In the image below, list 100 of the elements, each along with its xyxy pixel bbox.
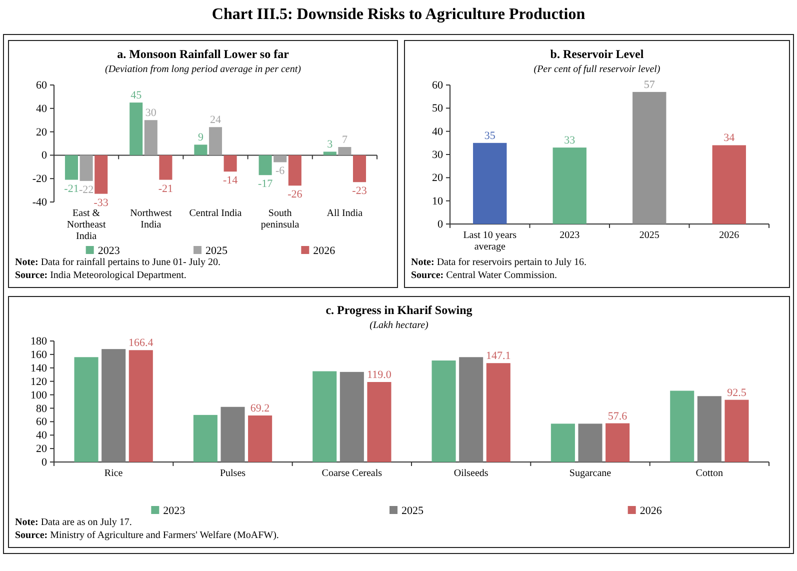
data-label: 35 xyxy=(484,130,496,142)
data-label: -26 xyxy=(288,188,303,201)
bar xyxy=(473,142,507,224)
bar xyxy=(288,155,302,186)
x-tick-label: South peninsula xyxy=(260,208,300,230)
x-tick-label: Central India xyxy=(189,208,242,219)
bar xyxy=(578,424,602,462)
data-label: 119.0 xyxy=(367,369,392,382)
bar xyxy=(550,424,575,462)
y-tick-label: 140 xyxy=(30,362,48,374)
data-label: 166.4 xyxy=(128,337,154,350)
text: Note: Data for rainfall pertains to June 01- July 20. xyxy=(15,257,221,268)
data-label: -23 xyxy=(352,185,368,198)
text: Chart III.5: Downside Risks to Agriculture Production xyxy=(210,6,586,24)
source-note: Source: Central Water Commission. xyxy=(411,270,558,281)
bar xyxy=(194,144,208,156)
bar xyxy=(74,357,98,462)
bar xyxy=(486,363,510,462)
data-label: 69.2 xyxy=(250,402,270,414)
bar xyxy=(552,148,586,224)
bar xyxy=(323,152,336,156)
bar xyxy=(102,349,126,462)
data-label: 57 xyxy=(644,78,656,91)
y-tick-label: 60 xyxy=(432,80,444,92)
y-tick-label: -20 xyxy=(32,173,48,186)
bar xyxy=(64,155,78,180)
y-tick-label: 50 xyxy=(432,102,444,115)
y-tick-label: 80 xyxy=(36,402,48,415)
x-tick-label: Northwest India xyxy=(130,208,172,230)
bar xyxy=(338,147,352,156)
chart-subtitle: (Per cent of full reservoir level) xyxy=(534,64,661,75)
x-tick-label: Cotton xyxy=(696,468,724,479)
y-tick-label: 30 xyxy=(432,149,444,162)
x-tick-label: Pulses xyxy=(220,468,246,479)
x-tick-label: All India xyxy=(326,208,364,219)
chart-subtitle: (Lakh hectare) xyxy=(370,320,430,331)
y-tick-label: 100 xyxy=(30,389,48,402)
data-label: -17 xyxy=(258,178,274,190)
data-label: -22 xyxy=(78,184,94,196)
chart-title: a. Monsoon Rainfall Lower so far xyxy=(117,47,290,61)
y-tick-label: 40 xyxy=(432,126,444,138)
bar xyxy=(712,145,746,224)
chart-title: c. Progress in Kharif Sowing xyxy=(326,303,472,317)
data-label: -6 xyxy=(276,165,286,178)
legend-label: 2025 xyxy=(206,245,228,257)
y-tick-label: 60 xyxy=(36,80,48,92)
bar xyxy=(128,350,153,462)
source-note: Source: Ministry of Agriculture and Farmers' Welfare (MoAFW). xyxy=(15,530,279,541)
data-label: -14 xyxy=(222,174,238,187)
data-label: 34 xyxy=(724,132,736,144)
bar xyxy=(193,414,218,462)
text: Note: Data for reservoirs pertain to July 16. xyxy=(411,257,587,268)
data-label: -21 xyxy=(64,182,79,195)
bar xyxy=(697,396,722,462)
data-label: 92.5 xyxy=(727,386,747,399)
x-tick-label: Sugarcane xyxy=(569,468,612,479)
x-tick-label: Rice xyxy=(104,468,124,479)
text: Note: Data are as on July 17. xyxy=(15,517,132,528)
data-label: -21 xyxy=(158,182,174,195)
x-tick-label: Oilseeds xyxy=(454,468,488,479)
y-tick-label: 40 xyxy=(36,102,48,115)
x-tick-label: Last 10 years average xyxy=(463,230,517,252)
y-tick-label: -40 xyxy=(32,196,48,209)
data-label: 24 xyxy=(210,114,222,126)
bar xyxy=(724,400,749,462)
bar xyxy=(208,127,222,156)
x-tick-label: 2023 xyxy=(560,230,580,241)
bar xyxy=(94,155,108,194)
bar xyxy=(248,415,272,462)
x-tick-label: 2025 xyxy=(639,230,660,241)
y-tick-label: 40 xyxy=(36,430,48,442)
legend-label: 2026 xyxy=(313,245,336,257)
data-label: 7 xyxy=(342,134,348,146)
chart-subtitle: (Deviation from long period average in per cent) xyxy=(105,64,302,75)
bar xyxy=(159,155,172,180)
y-tick-label: 160 xyxy=(30,348,48,361)
data-label: 3 xyxy=(327,138,334,151)
bar xyxy=(144,120,158,156)
bar xyxy=(224,155,237,172)
y-tick-label: 20 xyxy=(432,172,444,184)
bar xyxy=(632,92,666,224)
bar xyxy=(367,382,392,462)
legend-label: 2023 xyxy=(98,245,120,257)
y-tick-label: 180 xyxy=(30,336,48,348)
legend-label: 2023 xyxy=(163,505,186,517)
legend-label: 2026 xyxy=(640,505,662,517)
y-tick-label: 0 xyxy=(42,150,48,162)
data-label: 57.6 xyxy=(608,410,628,422)
y-tick-label: 120 xyxy=(30,376,48,388)
bar xyxy=(670,390,694,462)
y-tick-label: 0 xyxy=(438,218,444,231)
data-label: 45 xyxy=(130,90,142,102)
bar xyxy=(606,423,630,462)
legend-label: 2025 xyxy=(402,505,424,517)
data-label: -33 xyxy=(94,196,109,209)
bar xyxy=(340,372,364,462)
x-tick-label: 2026 xyxy=(719,230,740,241)
y-tick-label: 10 xyxy=(432,195,444,208)
bar xyxy=(220,406,245,462)
data-label: 9 xyxy=(198,132,204,144)
